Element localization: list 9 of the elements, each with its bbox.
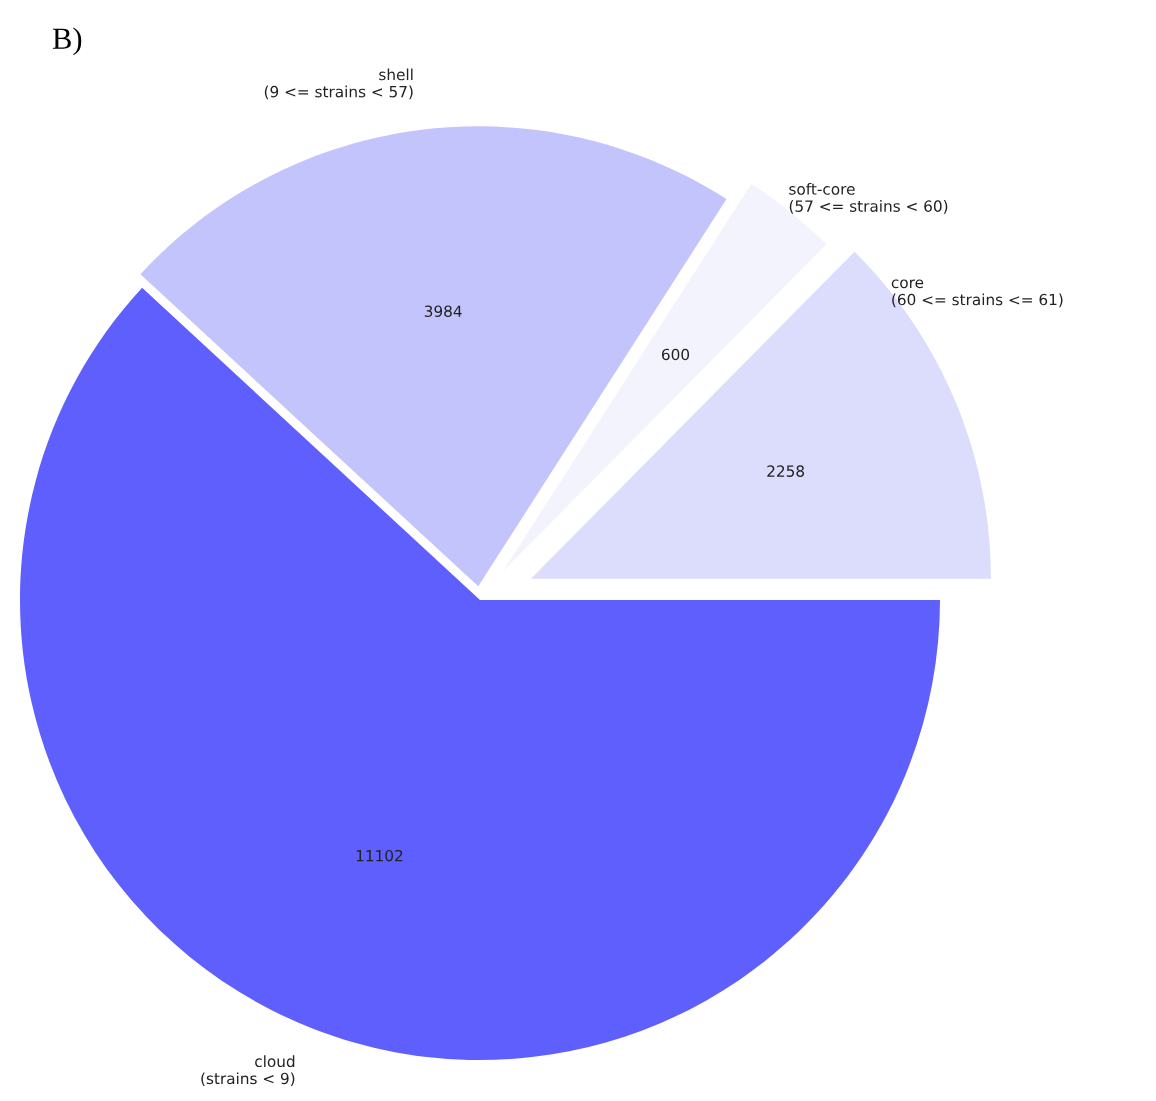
chart-title: B): [52, 27, 82, 56]
data-label: 11102: [356, 849, 403, 862]
data-label: 600: [661, 348, 690, 361]
slice-label: soft-core (57 <= strains < 60): [789, 182, 948, 214]
slice-label: core (60 <= strains <= 61): [891, 279, 1063, 308]
slice-label: cloud (strains < 9): [201, 1055, 295, 1087]
slice-label: shell (9 <= strains < 57): [264, 68, 413, 100]
data-label: 2258: [767, 465, 805, 477]
data-label: 3984: [424, 305, 462, 317]
